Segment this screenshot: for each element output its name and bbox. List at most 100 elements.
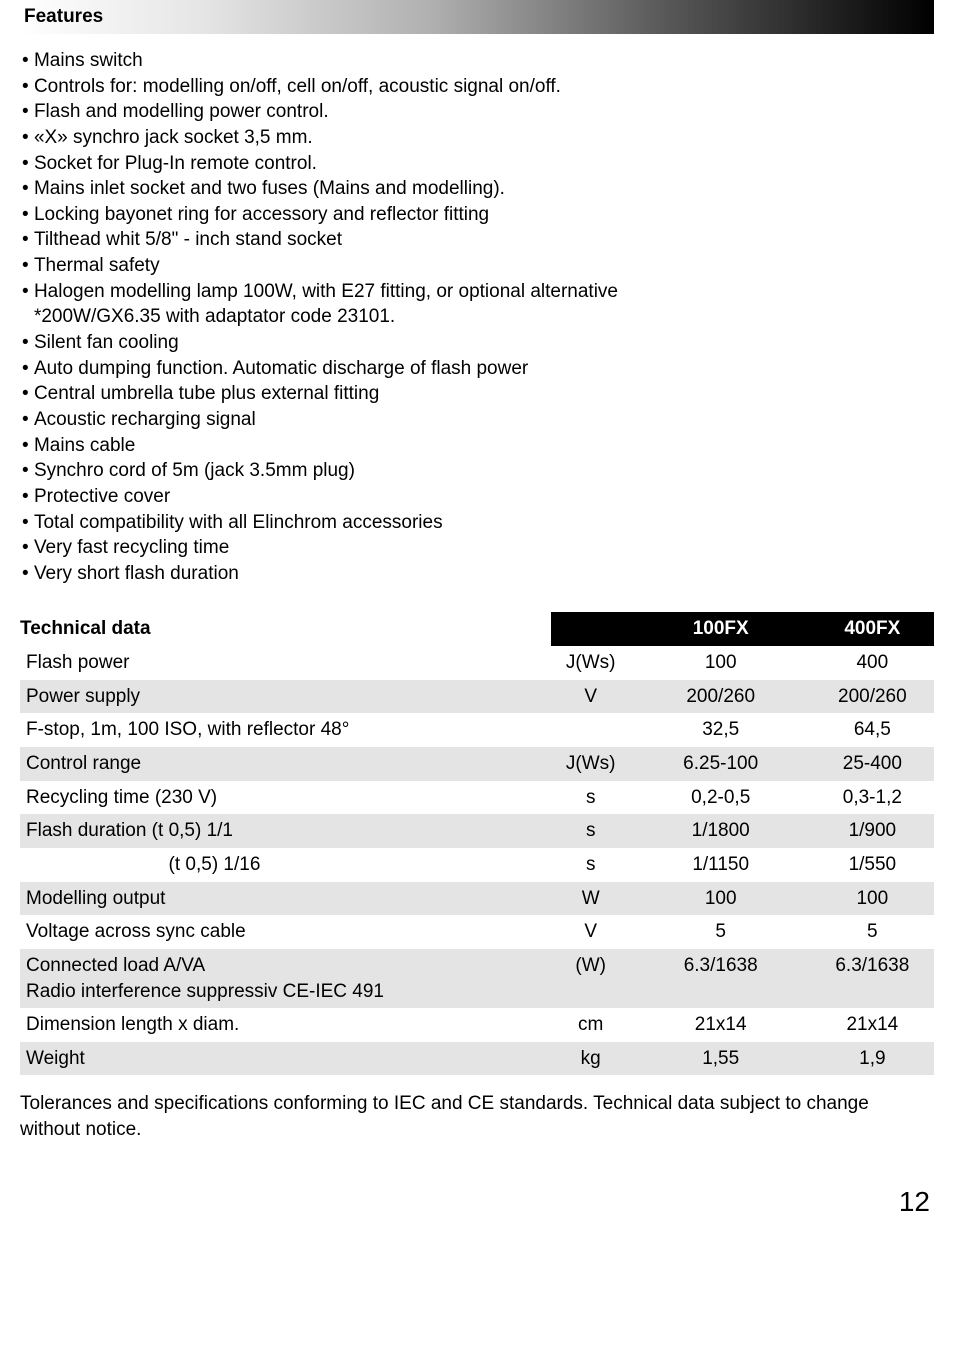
cell-400fx: 6.3/1638 — [811, 949, 934, 1008]
cell-label: Flash power — [20, 646, 551, 680]
cell-unit: (W) — [551, 949, 631, 1008]
feature-item-text: Central umbrella tube plus external fitt… — [34, 381, 379, 407]
table-row: (t 0,5) 1/16s1/11501/550 — [20, 848, 934, 882]
cell-unit: cm — [551, 1008, 631, 1042]
feature-item-text: Mains inlet socket and two fuses (Mains … — [34, 176, 505, 202]
cell-100fx: 100 — [631, 646, 811, 680]
feature-item: Synchro cord of 5m (jack 3.5mm plug) — [22, 458, 934, 484]
feature-item-text: Thermal safety — [34, 253, 160, 279]
feature-item-text: Auto dumping function. Automatic dischar… — [34, 356, 528, 382]
cell-400fx: 1/550 — [811, 848, 934, 882]
feature-item: Controls for: modelling on/off, cell on/… — [22, 74, 934, 100]
feature-item: Socket for Plug-In remote control. — [22, 151, 934, 177]
cell-400fx: 21x14 — [811, 1008, 934, 1042]
cell-unit: V — [551, 680, 631, 714]
feature-item: Total compatibility with all Elinchrom a… — [22, 510, 934, 536]
cell-label: Recycling time (230 V) — [20, 781, 551, 815]
feature-item-text: Socket for Plug-In remote control. — [34, 151, 317, 177]
cell-400fx: 400 — [811, 646, 934, 680]
tech-header-400fx: 400FX — [811, 612, 934, 646]
footnote-text: Tolerances and specifications conforming… — [20, 1091, 934, 1142]
cell-100fx: 21x14 — [631, 1008, 811, 1042]
feature-item: Auto dumping function. Automatic dischar… — [22, 356, 934, 382]
feature-item-text: Very short flash duration — [34, 561, 239, 587]
cell-label: Voltage across sync cable — [20, 915, 551, 949]
cell-label: Dimension length x diam. — [20, 1008, 551, 1042]
cell-label: (t 0,5) 1/16 — [20, 848, 551, 882]
feature-item-text: Controls for: modelling on/off, cell on/… — [34, 74, 561, 100]
feature-item: Protective cover — [22, 484, 934, 510]
feature-item-text: Protective cover — [34, 484, 170, 510]
table-row: Flash duration (t 0,5) 1/1s1/18001/900 — [20, 814, 934, 848]
table-row: Weightkg1,551,9 — [20, 1042, 934, 1076]
feature-item-text: Mains switch — [34, 48, 143, 74]
feature-item: Central umbrella tube plus external fitt… — [22, 381, 934, 407]
cell-unit: kg — [551, 1042, 631, 1076]
feature-item: Silent fan cooling — [22, 330, 934, 356]
cell-100fx: 1/1800 — [631, 814, 811, 848]
cell-400fx: 64,5 — [811, 713, 934, 747]
cell-400fx: 200/260 — [811, 680, 934, 714]
cell-unit: W — [551, 882, 631, 916]
table-row: Control rangeJ(Ws)6.25-10025-400 — [20, 747, 934, 781]
features-header: Features — [20, 0, 934, 34]
features-list: Mains switchControls for: modelling on/o… — [22, 48, 934, 586]
feature-item-text: Synchro cord of 5m (jack 3.5mm plug) — [34, 458, 355, 484]
feature-item-text: Locking bayonet ring for accessory and r… — [34, 202, 489, 228]
table-row: F-stop, 1m, 100 ISO, with reflector 48° 3… — [20, 713, 934, 747]
cell-100fx: 6.3/1638 — [631, 949, 811, 1008]
tech-header-label: Technical data — [20, 612, 551, 646]
table-row: Dimension length x diam.cm21x1421x14 — [20, 1008, 934, 1042]
cell-unit — [551, 713, 631, 747]
cell-100fx: 100 — [631, 882, 811, 916]
feature-item-text: Halogen modelling lamp 100W, with E27 fi… — [34, 279, 618, 330]
feature-item-text: Flash and modelling power control. — [34, 99, 329, 125]
cell-400fx: 0,3-1,2 — [811, 781, 934, 815]
cell-100fx: 32,5 — [631, 713, 811, 747]
cell-400fx: 25-400 — [811, 747, 934, 781]
cell-400fx: 100 — [811, 882, 934, 916]
cell-100fx: 1,55 — [631, 1042, 811, 1076]
cell-unit: s — [551, 781, 631, 815]
cell-label: Modelling output — [20, 882, 551, 916]
feature-item-text: Mains cable — [34, 433, 135, 459]
cell-label: F-stop, 1m, 100 ISO, with reflector 48° — [20, 713, 551, 747]
cell-400fx: 5 — [811, 915, 934, 949]
feature-item: Halogen modelling lamp 100W, with E27 fi… — [22, 279, 934, 330]
cell-unit: V — [551, 915, 631, 949]
feature-item: Very fast recycling time — [22, 535, 934, 561]
cell-unit: s — [551, 848, 631, 882]
tech-header-100fx: 100FX — [631, 612, 811, 646]
feature-item: Mains switch — [22, 48, 934, 74]
table-row: Modelling outputW100100 — [20, 882, 934, 916]
feature-item-text: Acoustic recharging signal — [34, 407, 256, 433]
cell-400fx: 1,9 — [811, 1042, 934, 1076]
feature-item-text: Total compatibility with all Elinchrom a… — [34, 510, 443, 536]
cell-100fx: 200/260 — [631, 680, 811, 714]
table-row: Voltage across sync cableV55 — [20, 915, 934, 949]
feature-item: Flash and modelling power control. — [22, 99, 934, 125]
cell-label: Weight — [20, 1042, 551, 1076]
table-row: Flash powerJ(Ws)100400 — [20, 646, 934, 680]
table-row: Connected load A/VA Radio interference s… — [20, 949, 934, 1008]
cell-unit: J(Ws) — [551, 747, 631, 781]
feature-item: Acoustic recharging signal — [22, 407, 934, 433]
technical-data-table: Technical data 100FX 400FX Flash powerJ(… — [20, 612, 934, 1075]
feature-item: Locking bayonet ring for accessory and r… — [22, 202, 934, 228]
tech-header-unit — [551, 612, 631, 646]
cell-label: Connected load A/VA Radio interference s… — [20, 949, 551, 1008]
cell-100fx: 1/1150 — [631, 848, 811, 882]
table-row: Recycling time (230 V)s0,2-0,50,3-1,2 — [20, 781, 934, 815]
feature-item: Thermal safety — [22, 253, 934, 279]
cell-100fx: 0,2-0,5 — [631, 781, 811, 815]
cell-label: Flash duration (t 0,5) 1/1 — [20, 814, 551, 848]
feature-item: Very short flash duration — [22, 561, 934, 587]
feature-item: Tilthead whit 5/8" - inch stand socket — [22, 227, 934, 253]
cell-unit: J(Ws) — [551, 646, 631, 680]
cell-100fx: 5 — [631, 915, 811, 949]
feature-item-text: «X» synchro jack socket 3,5 mm. — [34, 125, 313, 151]
feature-item-text: Tilthead whit 5/8" - inch stand socket — [34, 227, 342, 253]
feature-item-text: Very fast recycling time — [34, 535, 229, 561]
feature-item-text: Silent fan cooling — [34, 330, 179, 356]
cell-label: Control range — [20, 747, 551, 781]
